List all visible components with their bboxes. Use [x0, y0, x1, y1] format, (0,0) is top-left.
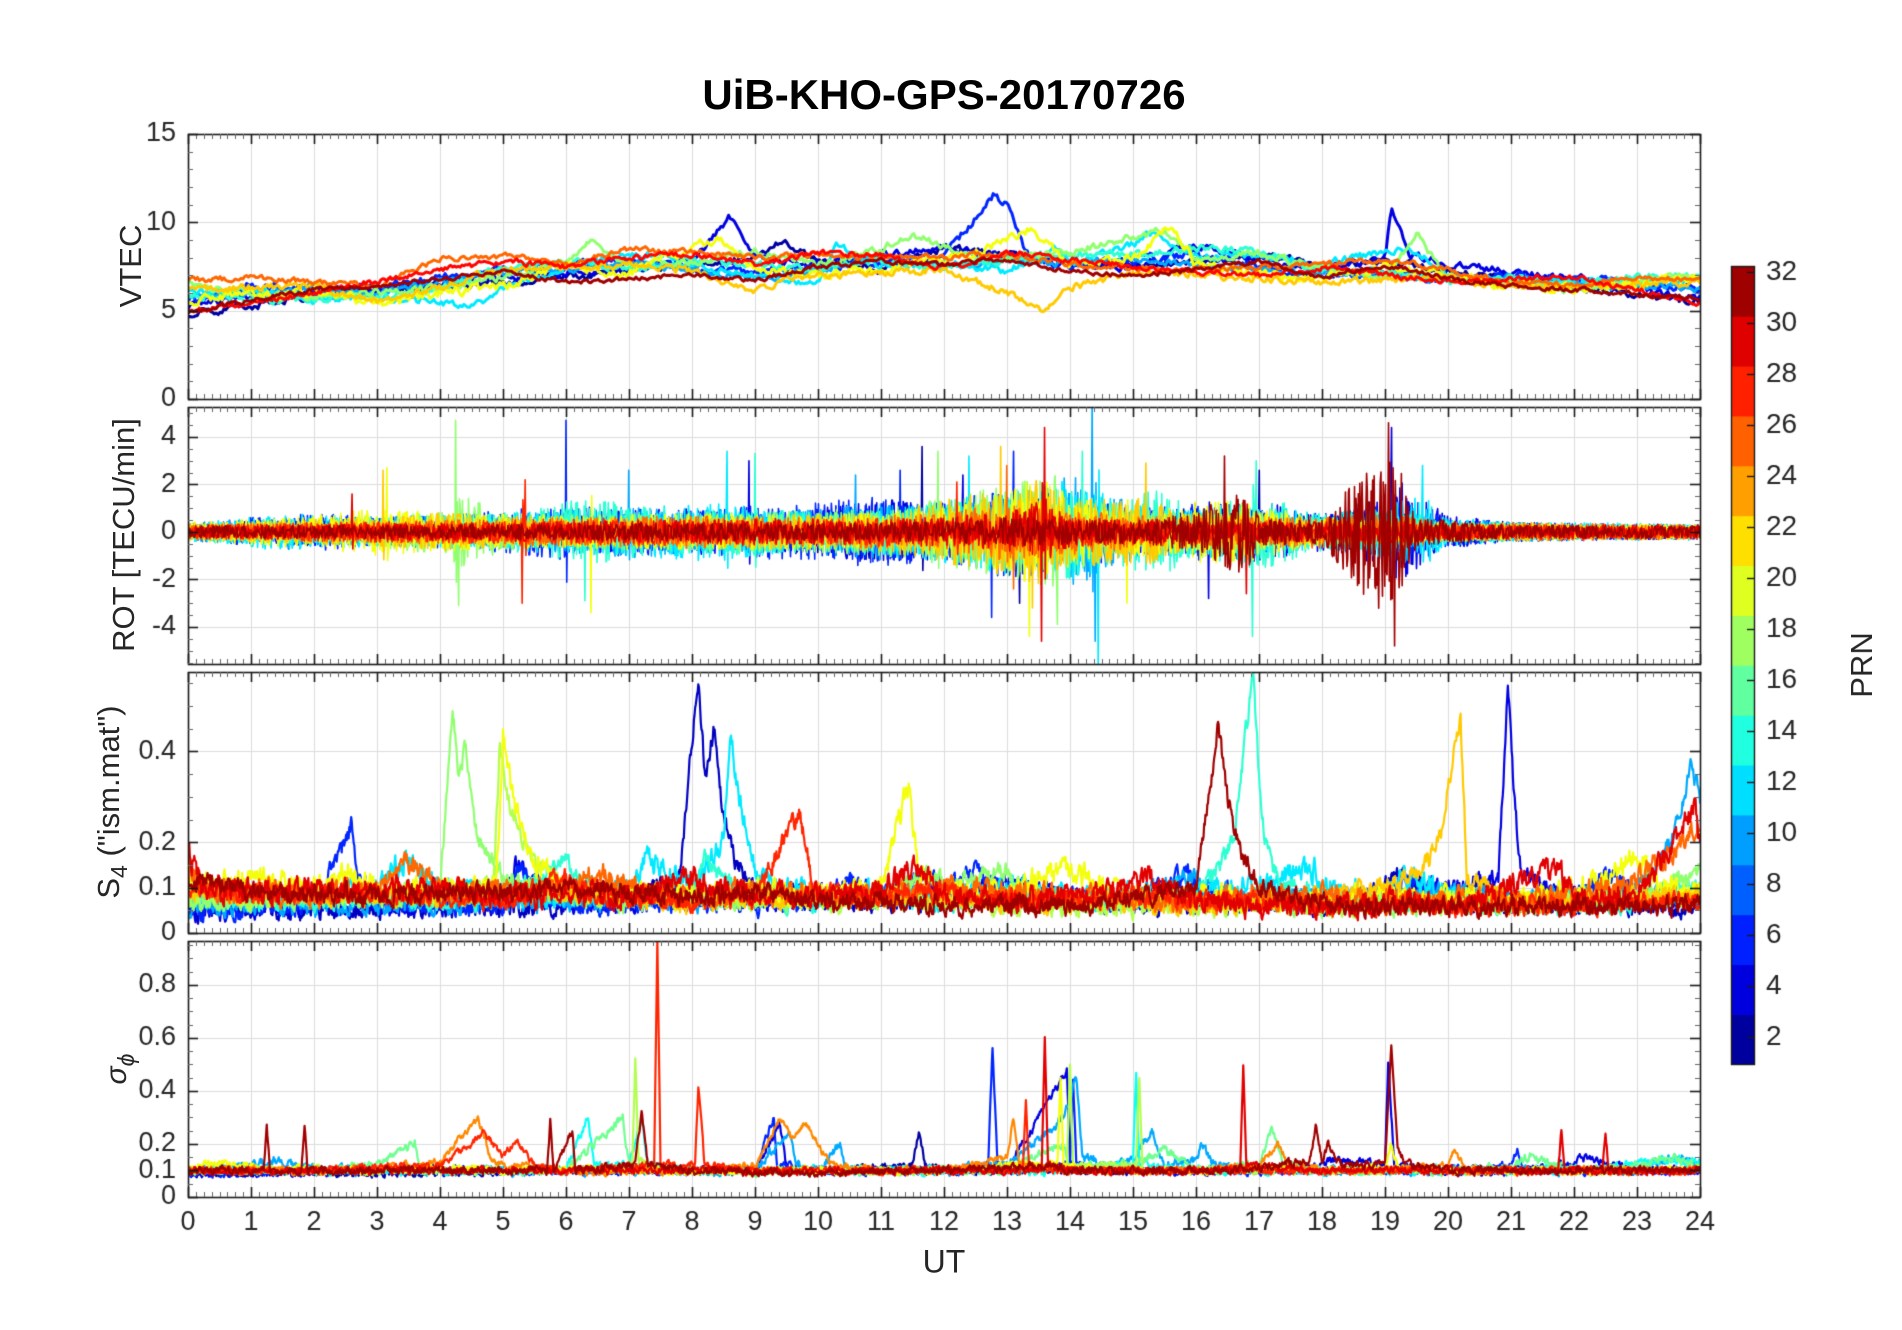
colorbar-label-prn: PRN	[1844, 632, 1879, 698]
ylabel-s4-rest: ("ism.mat")	[91, 705, 126, 866]
ylabel-sigma-subscript: ϕ	[113, 1053, 139, 1067]
ylabel-sigma-main: σ	[100, 1066, 133, 1085]
ylabel-s4-subscript: 4	[106, 865, 132, 878]
figure-title: UiB-KHO-GPS-20170726	[702, 71, 1186, 118]
ylabel-s4-main: S	[91, 877, 126, 899]
ylabel-sigma-phi: σϕ	[100, 1054, 140, 1085]
ylabel-vtec-text: VTEC	[113, 224, 148, 308]
ylabel-rot-text: ROT [TECU/min]	[106, 418, 141, 652]
ylabel-rot: ROT [TECU/min]	[106, 418, 142, 652]
ylabel-s4: S4 ("ism.mat")	[91, 705, 133, 898]
xlabel-ut: UT	[922, 1243, 966, 1280]
ylabel-vtec: VTEC	[113, 225, 149, 308]
